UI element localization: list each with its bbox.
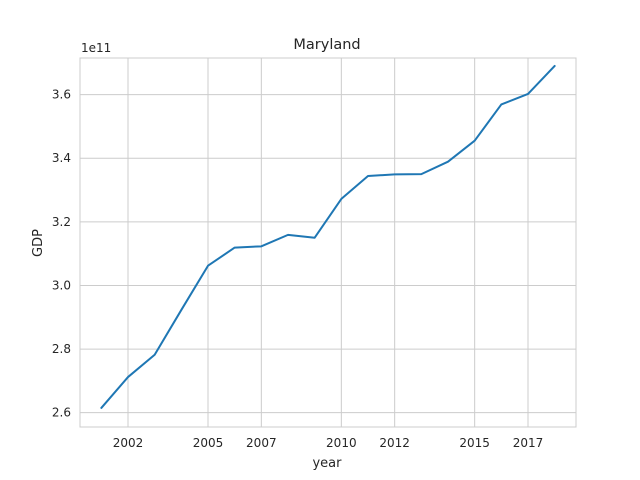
y-tick-label: 3.6 [52,88,71,102]
x-tick-label: 2007 [246,436,277,450]
x-tick-label: 2012 [379,436,410,450]
x-tick-label: 2017 [513,436,544,450]
y-offset-label: 1e11 [81,41,111,55]
y-tick-label: 2.8 [52,342,71,356]
chart-title: Maryland [293,37,360,53]
x-tick-label: 2002 [113,436,144,450]
y-tick-label: 3.0 [52,278,71,292]
y-tick-label: 2.6 [52,406,71,420]
y-tick-labels: 2.6 2.8 3.0 3.2 3.4 3.6 [52,88,71,420]
y-tick-label: 3.4 [52,151,71,165]
x-tick-label: 2005 [193,436,224,450]
grid-lines [80,58,576,427]
y-tick-label: 3.2 [52,215,71,229]
x-axis-label: year [312,456,342,471]
x-tick-labels: 2002 2005 2007 2010 2012 2015 2017 [113,436,544,450]
x-tick-label: 2015 [459,436,490,450]
series-layer [100,64,556,409]
y-axis-label: GDP [31,229,46,257]
series-line [100,64,556,409]
plot-frame [79,57,577,428]
x-tick-label: 2010 [326,436,357,450]
